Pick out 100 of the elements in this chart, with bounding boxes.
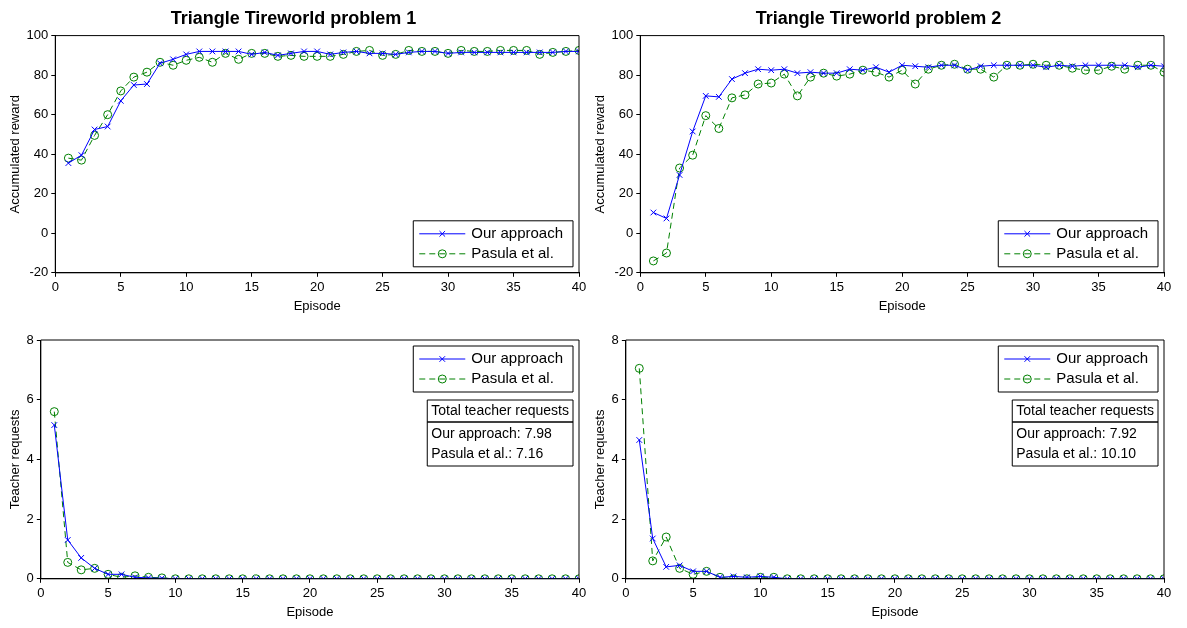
y-tick-label: 6 bbox=[26, 391, 34, 407]
point bbox=[235, 48, 242, 55]
x-tick-label: 30 bbox=[440, 279, 456, 295]
point bbox=[1080, 65, 1090, 75]
point bbox=[766, 78, 776, 88]
point bbox=[497, 49, 504, 56]
point bbox=[740, 90, 750, 100]
point bbox=[727, 93, 737, 103]
point bbox=[884, 72, 894, 82]
x-tick-label: 15 bbox=[235, 585, 250, 601]
point bbox=[885, 68, 893, 76]
point bbox=[313, 48, 321, 55]
point bbox=[365, 45, 375, 55]
point bbox=[767, 66, 775, 74]
point bbox=[702, 92, 710, 100]
y-tick-label: 100 bbox=[26, 27, 49, 43]
x-tick-label: 5 bbox=[689, 585, 697, 601]
y-tick-label: 0 bbox=[26, 570, 34, 586]
annotation: Our approach: 7.92 bbox=[1016, 424, 1138, 441]
y-tick-label: 20 bbox=[618, 185, 634, 201]
point bbox=[116, 86, 126, 96]
point bbox=[977, 62, 985, 70]
y-tick-label: 0 bbox=[41, 224, 49, 240]
x-tick-label: 15 bbox=[820, 585, 835, 601]
point bbox=[807, 68, 814, 76]
x-tick-label: 35 bbox=[1089, 585, 1104, 601]
point bbox=[404, 45, 414, 55]
legend-label: Pasula et al. bbox=[471, 243, 554, 261]
point bbox=[1121, 61, 1129, 69]
x-tick-label: 40 bbox=[1156, 279, 1172, 295]
y-tick-label: -20 bbox=[614, 264, 634, 280]
point bbox=[181, 55, 191, 65]
x-tick-label: 35 bbox=[506, 279, 521, 295]
point bbox=[989, 72, 999, 82]
x-axis-title: Episode bbox=[286, 603, 334, 619]
point bbox=[63, 557, 73, 567]
point bbox=[701, 111, 711, 121]
point bbox=[300, 48, 308, 55]
point bbox=[169, 55, 177, 63]
point bbox=[1082, 61, 1089, 69]
point bbox=[779, 69, 789, 79]
y-tick-label: 2 bbox=[26, 510, 34, 526]
x-tick-label: 40 bbox=[571, 585, 587, 601]
x-tick-label: 5 bbox=[117, 279, 125, 295]
x-tick-label: 25 bbox=[369, 585, 385, 601]
y-tick-label: 4 bbox=[26, 450, 34, 466]
point bbox=[49, 407, 59, 417]
point bbox=[195, 48, 203, 55]
point bbox=[871, 67, 881, 77]
y-axis-title: Teacher requests bbox=[7, 409, 23, 510]
point bbox=[741, 69, 749, 77]
y-axis-title: Accumulated reward bbox=[7, 94, 23, 214]
point bbox=[990, 61, 998, 69]
point bbox=[522, 45, 532, 55]
x-tick-label: 35 bbox=[1091, 279, 1106, 295]
x-tick-label: 15 bbox=[244, 279, 259, 295]
x-tick-label: 30 bbox=[1022, 585, 1037, 601]
point bbox=[714, 124, 724, 133]
point bbox=[661, 532, 671, 542]
point bbox=[78, 151, 85, 159]
point bbox=[312, 51, 322, 61]
point bbox=[753, 79, 763, 89]
point bbox=[676, 171, 683, 179]
point bbox=[780, 65, 788, 73]
y-tick-label: 60 bbox=[33, 106, 49, 122]
x-tick-label: 30 bbox=[437, 585, 452, 601]
point bbox=[650, 209, 657, 216]
y-tick-label: -20 bbox=[29, 264, 49, 280]
point bbox=[794, 69, 801, 77]
x-axis-title: Episode bbox=[878, 297, 926, 313]
point bbox=[792, 91, 802, 101]
point bbox=[182, 51, 190, 58]
point bbox=[456, 45, 466, 55]
y-tick-label: 8 bbox=[611, 331, 619, 347]
point bbox=[689, 568, 697, 575]
x-tick-label: 10 bbox=[168, 585, 183, 601]
point bbox=[911, 62, 919, 70]
y-tick-label: 40 bbox=[33, 145, 49, 161]
point bbox=[806, 72, 815, 82]
point bbox=[207, 57, 217, 67]
point bbox=[495, 45, 505, 55]
y-tick-label: 8 bbox=[26, 331, 34, 347]
legend-label: Pasula et al. bbox=[1056, 369, 1139, 387]
point bbox=[635, 436, 643, 444]
x-tick-label: 30 bbox=[1025, 279, 1041, 295]
point bbox=[76, 155, 86, 165]
point bbox=[63, 153, 73, 163]
y-tick-label: 100 bbox=[611, 27, 634, 43]
point bbox=[689, 128, 696, 135]
y-tick-label: 60 bbox=[618, 106, 634, 122]
point bbox=[688, 150, 698, 160]
point bbox=[754, 65, 762, 73]
point bbox=[897, 65, 907, 75]
point bbox=[142, 67, 152, 77]
point bbox=[649, 535, 657, 542]
point bbox=[366, 50, 373, 57]
point bbox=[662, 563, 670, 571]
y-tick-label: 0 bbox=[626, 224, 634, 240]
legend-label: Our approach bbox=[1056, 223, 1149, 241]
y-tick-label: 2 bbox=[611, 510, 619, 526]
